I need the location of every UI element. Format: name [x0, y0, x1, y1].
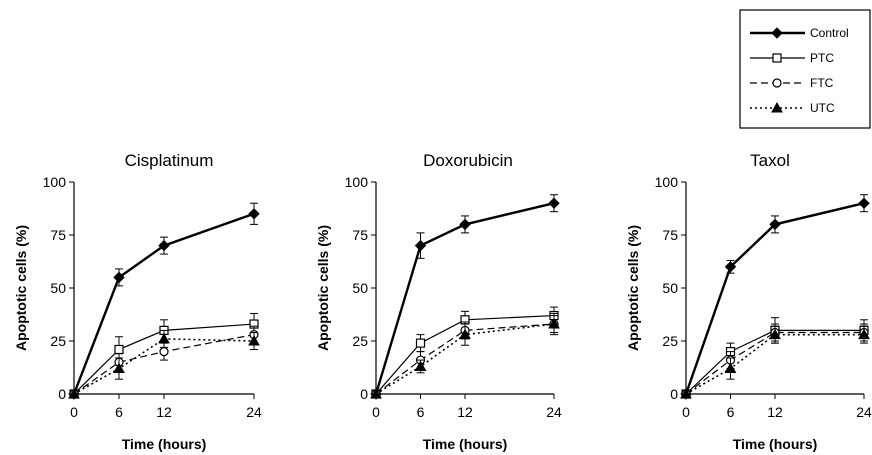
series-ptc-line [375, 314, 555, 395]
series-utc-point [769, 328, 781, 340]
chart-title: Taxol [750, 151, 790, 170]
series-control-point [724, 261, 737, 273]
y-tick-label: 0 [58, 386, 66, 402]
y-tick-label: 75 [50, 227, 66, 243]
x-tick-label: 0 [372, 404, 380, 420]
y-tick-label: 100 [655, 174, 679, 190]
y-tick-label: 100 [43, 174, 67, 190]
x-axis-label: Time (hours) [423, 436, 508, 452]
x-tick-label: 0 [70, 404, 78, 420]
legend-marker [772, 78, 782, 88]
y-axis-label: Apoptotic cells (%) [13, 225, 29, 351]
chart-title: Cisplatinum [125, 151, 214, 170]
y-tick-label: 25 [352, 333, 368, 349]
series-ftc-point [159, 347, 169, 357]
series-utc [68, 329, 260, 399]
series-control-point [858, 197, 870, 209]
x-tick-label: 12 [767, 404, 783, 420]
series-ptc-line [73, 323, 255, 395]
series-utc [680, 325, 870, 399]
x-axis-label: Time (hours) [122, 436, 207, 452]
legend-item-utc: UTC [750, 101, 835, 115]
chart-cisplatinum: Cisplatinum 0 25 50 75 100 0 6 12 24 Time (hours) A… [13, 151, 262, 452]
series-utc-point [724, 362, 737, 374]
legend-label: Control [810, 26, 849, 40]
x-tick-label: 24 [246, 404, 262, 420]
series-utc-point [248, 334, 260, 346]
x-tick-label: 24 [546, 404, 562, 420]
series-ftc-line [685, 331, 864, 395]
series-ftc-line [375, 323, 555, 395]
legend-item-ptc: PTC [750, 51, 834, 65]
y-tick-label: 50 [50, 280, 66, 296]
x-tick-label: 12 [457, 404, 473, 420]
chart-title: Doxorubicin [423, 151, 513, 170]
legend-label: UTC [810, 101, 835, 115]
series-control-point [158, 239, 170, 252]
series-ptc-point [114, 344, 124, 355]
y-tick-label: 0 [670, 386, 678, 402]
series-utc-point [680, 387, 692, 399]
y-tick-label: 25 [50, 333, 66, 349]
y-tick-label: 0 [360, 386, 368, 402]
series-control-line [374, 202, 555, 395]
chart-panels: Cisplatinum 0 25 50 75 100 0 6 12 24 Time (hours) A… [13, 151, 872, 452]
legend: Control PTC FTC UTC [739, 9, 871, 129]
x-axis-label: Time (hours) [733, 436, 818, 452]
series-utc [370, 312, 560, 399]
series-control-line [72, 212, 255, 395]
series-control-point [459, 218, 471, 231]
series-utc-point [68, 387, 80, 399]
series-control-point [248, 208, 260, 220]
series-control-point [414, 239, 427, 252]
series-control [680, 194, 870, 400]
x-tick-label: 0 [682, 404, 690, 420]
series-utc-point [158, 332, 170, 344]
y-tick-label: 75 [352, 227, 368, 243]
legend-marker [772, 53, 782, 63]
x-tick-label: 6 [115, 404, 123, 420]
series-utc-line [685, 333, 864, 395]
series-utc-point [858, 328, 870, 340]
x-tick-label: 6 [417, 404, 425, 420]
legend-label: FTC [810, 76, 834, 90]
series-ptc-line [685, 329, 864, 395]
legend-item-ftc: FTC [750, 76, 834, 90]
series-utc-point [414, 360, 427, 371]
series-utc-point [370, 387, 382, 399]
y-tick-label: 50 [662, 280, 678, 296]
chart-doxorubicin: Doxorubicin 0 25 50 75 100 0 6 12 24 Time (hours) A… [315, 151, 562, 452]
y-tick-label: 100 [345, 174, 369, 190]
series-utc-line [375, 323, 555, 395]
series-control [68, 202, 260, 400]
legend-marker [771, 101, 783, 113]
legend-item-control: Control [750, 26, 849, 40]
series-ptc-point [415, 338, 426, 348]
x-tick-label: 24 [856, 404, 872, 420]
series-control-point [548, 197, 560, 209]
legend-marker [771, 27, 783, 39]
y-tick-label: 75 [662, 227, 678, 243]
series-utc-point [548, 318, 560, 329]
y-axis-label: Apoptotic cells (%) [625, 225, 641, 351]
y-axis-label: Apoptotic cells (%) [315, 225, 331, 351]
series-control-point [113, 271, 125, 284]
y-tick-label: 25 [662, 333, 678, 349]
legend-box [739, 9, 871, 129]
series-ptc [371, 306, 559, 399]
series-utc-line [73, 338, 255, 395]
series-control-point [769, 218, 781, 231]
legend-label: PTC [810, 51, 834, 65]
series-utc-point [113, 362, 125, 374]
y-tick-label: 50 [352, 280, 368, 296]
series-utc-point [459, 328, 471, 340]
series-control-line [684, 202, 865, 395]
x-tick-label: 12 [156, 404, 172, 420]
chart-taxol: Taxol 0 25 50 75 100 0 6 12 24 Time (hours) Apoptot… [625, 151, 872, 452]
x-tick-label: 6 [727, 404, 735, 420]
series-ftc-line [73, 334, 255, 395]
